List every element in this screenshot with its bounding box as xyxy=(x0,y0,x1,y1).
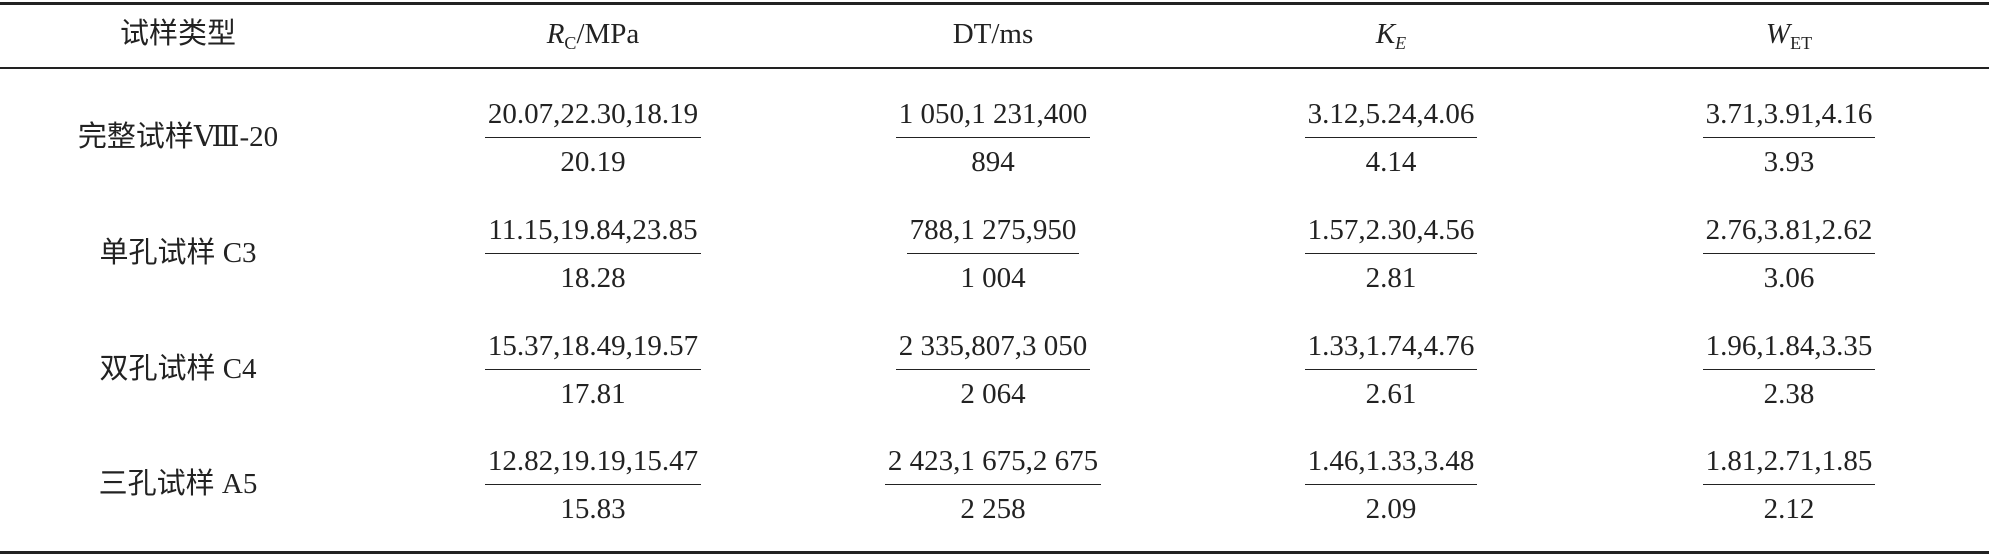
fraction: 15.37,18.49,19.57 17.81 xyxy=(484,332,702,410)
header-symbol: W xyxy=(1765,18,1791,50)
header-subscript: ET xyxy=(1790,33,1813,53)
fraction: 3.12,5.24,4.06 4.14 xyxy=(1304,100,1478,178)
header-cell: RC/MPa xyxy=(373,18,813,53)
values-mean: 2.61 xyxy=(1365,378,1417,410)
values-mean: 20.19 xyxy=(560,146,626,178)
values-mean: 2.12 xyxy=(1763,493,1815,525)
value-cell: 1.46,1.33,3.48 2.09 xyxy=(1171,447,1611,524)
top-rule xyxy=(0,2,1989,5)
values-measured: 788,1 275,950 xyxy=(906,216,1080,254)
header-rule xyxy=(0,67,1989,69)
value-cell: 1.33,1.74,4.76 2.61 xyxy=(1171,332,1611,409)
row-label: 双孔试样 C4 xyxy=(99,353,257,385)
row-label: 单孔试样 C3 xyxy=(99,237,257,269)
values-measured: 1.33,1.74,4.76 xyxy=(1304,332,1478,370)
values-mean: 2 064 xyxy=(960,378,1026,410)
values-measured: 20.07,22.30,18.19 xyxy=(484,100,702,138)
values-mean: 3.06 xyxy=(1763,262,1815,294)
values-mean: 18.28 xyxy=(560,262,626,294)
fraction: 788,1 275,950 1 004 xyxy=(906,216,1080,294)
value-cell: 3.12,5.24,4.06 4.14 xyxy=(1171,100,1611,177)
value-cell: 1.96,1.84,3.35 2.38 xyxy=(1569,332,1989,409)
values-measured: 11.15,19.84,23.85 xyxy=(485,216,701,254)
row-label: 三孔试样 A5 xyxy=(98,468,258,500)
fraction: 20.07,22.30,18.19 20.19 xyxy=(484,100,702,178)
values-mean: 2.09 xyxy=(1365,493,1417,525)
value-cell: 2 423,1 675,2 675 2 258 xyxy=(773,447,1213,524)
header-subscript: C xyxy=(564,33,577,53)
values-mean: 2.81 xyxy=(1365,262,1417,294)
fraction: 2.76,3.81,2.62 3.06 xyxy=(1702,216,1876,294)
header-cell: WET xyxy=(1569,18,1989,53)
header-symbol: K xyxy=(1375,18,1396,50)
fraction: 1.33,1.74,4.76 2.61 xyxy=(1304,332,1478,410)
values-measured: 1.46,1.33,3.48 xyxy=(1304,447,1478,485)
values-mean: 15.83 xyxy=(560,493,626,525)
value-cell: 11.15,19.84,23.85 18.28 xyxy=(373,216,813,293)
fraction: 11.15,19.84,23.85 18.28 xyxy=(485,216,701,294)
fraction: 3.71,3.91,4.16 3.93 xyxy=(1702,100,1876,178)
values-measured: 12.82,19.19,15.47 xyxy=(484,447,702,485)
value-cell: 15.37,18.49,19.57 17.81 xyxy=(373,332,813,409)
values-measured: 1.81,2.71,1.85 xyxy=(1702,447,1876,485)
header-text: 试样类型 xyxy=(119,18,236,50)
values-measured: 2.76,3.81,2.62 xyxy=(1702,216,1876,254)
values-mean: 2 258 xyxy=(960,493,1026,525)
value-cell: 3.71,3.91,4.16 3.93 xyxy=(1569,100,1989,177)
value-cell: 12.82,19.19,15.47 15.83 xyxy=(373,447,813,524)
fraction: 2 335,807,3 050 2 064 xyxy=(895,332,1091,410)
values-mean: 4.14 xyxy=(1365,146,1417,178)
values-measured: 15.37,18.49,19.57 xyxy=(484,332,702,370)
value-cell: 1 050,1 231,400 894 xyxy=(773,100,1213,177)
fraction: 2 423,1 675,2 675 2 258 xyxy=(884,447,1102,525)
values-measured: 1 050,1 231,400 xyxy=(895,100,1091,138)
fraction: 1.81,2.71,1.85 2.12 xyxy=(1702,447,1876,525)
header-subscript: E xyxy=(1395,33,1407,53)
values-mean: 3.93 xyxy=(1763,146,1815,178)
values-mean: 894 xyxy=(971,146,1015,178)
fraction: 1 050,1 231,400 894 xyxy=(895,100,1091,178)
row-label: 完整试样Ⅷ-20 xyxy=(77,121,279,153)
header-cell: 试样类型 xyxy=(0,20,398,49)
fraction: 1.46,1.33,3.48 2.09 xyxy=(1304,447,1478,525)
values-mean: 1 004 xyxy=(960,262,1026,294)
fraction: 1.57,2.30,4.56 2.81 xyxy=(1304,216,1478,294)
fraction: 1.96,1.84,3.35 2.38 xyxy=(1702,332,1876,410)
bottom-rule xyxy=(0,551,1989,554)
header-cell: DT/ms xyxy=(773,20,1213,49)
values-measured: 2 423,1 675,2 675 xyxy=(884,447,1102,485)
header-symbol: R xyxy=(546,18,565,50)
values-measured: 3.12,5.24,4.06 xyxy=(1304,100,1478,138)
fraction: 12.82,19.19,15.47 15.83 xyxy=(484,447,702,525)
values-mean: 2.38 xyxy=(1763,378,1815,410)
values-measured: 1.96,1.84,3.35 xyxy=(1702,332,1876,370)
values-measured: 3.71,3.91,4.16 xyxy=(1702,100,1876,138)
value-cell: 2 335,807,3 050 2 064 xyxy=(773,332,1213,409)
header-cell: KE xyxy=(1171,18,1611,53)
value-cell: 20.07,22.30,18.19 20.19 xyxy=(373,100,813,177)
value-cell: 788,1 275,950 1 004 xyxy=(773,216,1213,293)
values-mean: 17.81 xyxy=(560,378,626,410)
header-unit: /MPa xyxy=(576,18,640,50)
header-text: DT/ms xyxy=(952,18,1034,50)
value-cell: 2.76,3.81,2.62 3.06 xyxy=(1569,216,1989,293)
values-measured: 2 335,807,3 050 xyxy=(895,332,1091,370)
value-cell: 1.81,2.71,1.85 2.12 xyxy=(1569,447,1989,524)
values-measured: 1.57,2.30,4.56 xyxy=(1304,216,1478,254)
value-cell: 1.57,2.30,4.56 2.81 xyxy=(1171,216,1611,293)
